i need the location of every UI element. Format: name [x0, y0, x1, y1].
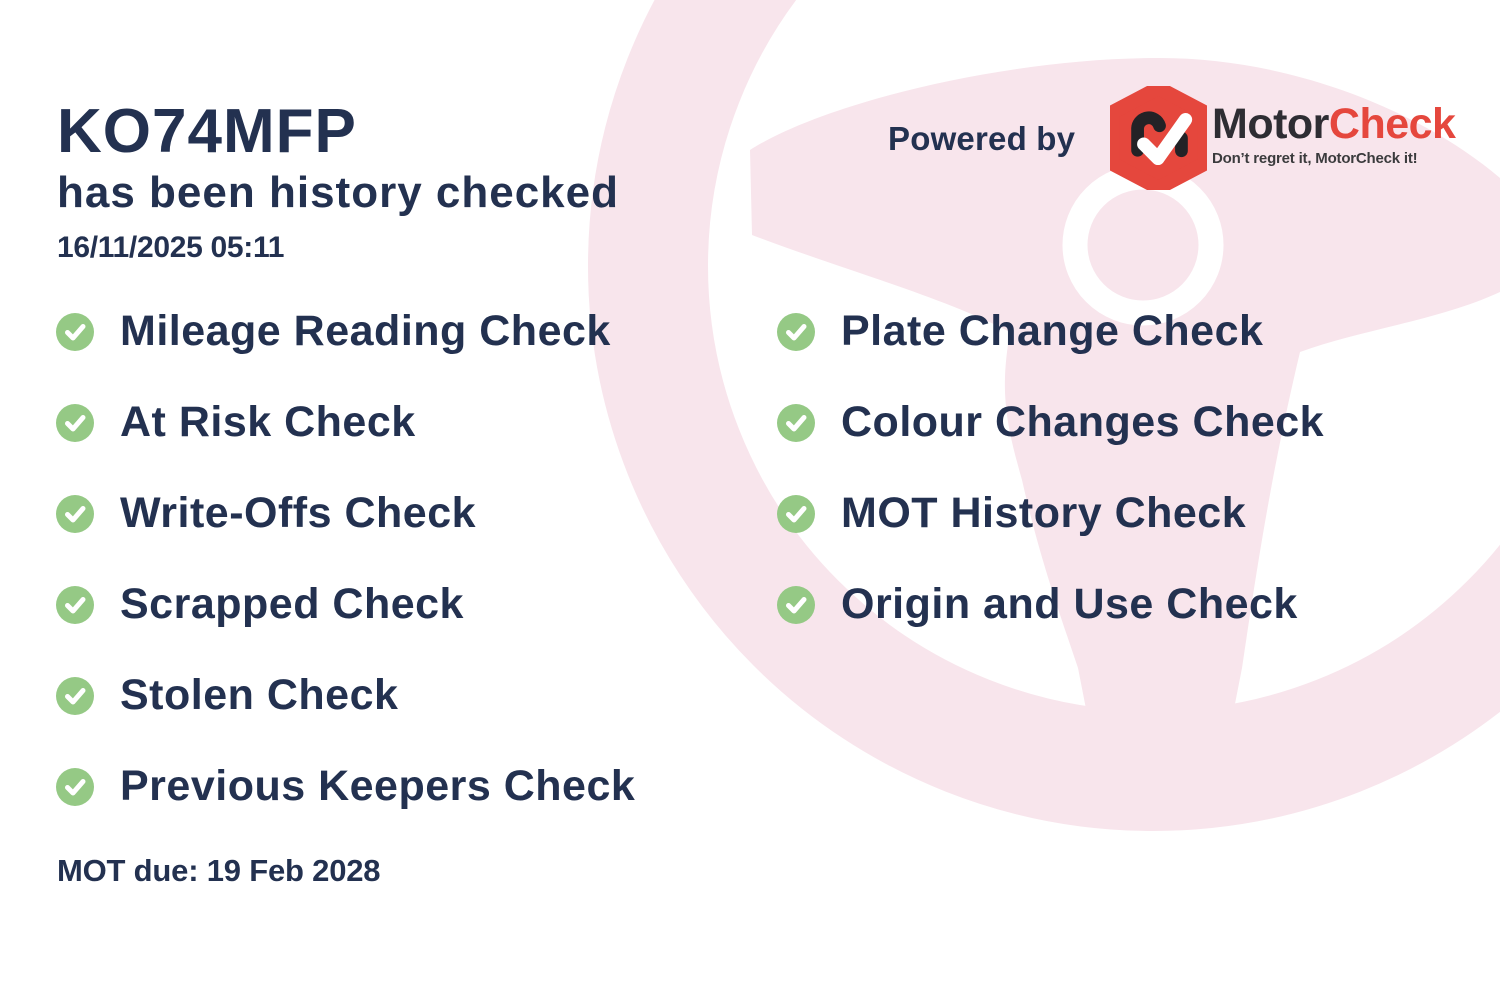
brand-name: MotorCheck [1212, 100, 1456, 148]
check-label: Origin and Use Check [841, 580, 1298, 628]
check-list-item: MOT History Check [777, 468, 1324, 559]
check-list-item: Scrapped Check [56, 559, 635, 650]
mot-due-label: MOT due: 19 Feb 2028 [57, 853, 381, 888]
check-list-item: Plate Change Check [777, 286, 1324, 377]
check-label: Previous Keepers Check [120, 762, 636, 810]
check-circle-icon [56, 676, 94, 715]
check-list-item: Origin and Use Check [777, 559, 1324, 650]
check-circle-icon [56, 312, 94, 351]
registration-plate: KO74MFP [57, 97, 357, 166]
check-list-item: Mileage Reading Check [56, 286, 635, 377]
check-circle-icon [56, 494, 94, 533]
check-timestamp: 16/11/2025 05:11 [57, 231, 285, 265]
check-label: At Risk Check [120, 398, 416, 446]
steering-wheel-spokes [750, 58, 1500, 760]
check-circle-icon [777, 312, 815, 351]
brand-name-check: Check [1328, 100, 1456, 148]
check-label: Mileage Reading Check [120, 307, 611, 355]
motorcheck-wordmark: MotorCheck Don’t regret it, MotorCheck i… [1212, 100, 1456, 168]
check-list-item: Write-Offs Check [56, 468, 635, 559]
check-label: Write-Offs Check [120, 489, 477, 537]
brand-name-motor: Motor [1212, 100, 1329, 148]
header: KO74MFP has been history checked 16/11/2… [57, 100, 619, 265]
check-circle-icon [777, 403, 815, 442]
check-label: Scrapped Check [120, 580, 464, 628]
steering-wheel-rim [588, 0, 1500, 831]
motorcheck-logo-icon [1110, 86, 1207, 190]
check-list-item: At Risk Check [56, 377, 635, 468]
check-label: Colour Changes Check [841, 398, 1325, 446]
brand-tagline: Don’t regret it, MotorCheck it! [1212, 150, 1418, 167]
check-list-item: Previous Keepers Check [56, 741, 635, 832]
check-list-item: Colour Changes Check [777, 377, 1324, 468]
check-list-left: Mileage Reading Check At Risk Check Writ… [56, 286, 635, 832]
check-label: Stolen Check [120, 671, 399, 719]
check-circle-icon [56, 403, 94, 442]
check-label: Plate Change Check [841, 307, 1264, 355]
check-circle-icon [56, 767, 94, 806]
powered-by-label: Powered by [888, 120, 1076, 157]
page-title: has been history checked [57, 168, 619, 218]
check-circle-icon [56, 585, 94, 624]
check-label: MOT History Check [841, 489, 1247, 537]
check-circle-icon [777, 585, 815, 624]
check-list-right: Plate Change Check Colour Changes Check … [777, 286, 1324, 650]
check-list-item: Stolen Check [56, 650, 635, 741]
check-circle-icon [777, 494, 815, 533]
